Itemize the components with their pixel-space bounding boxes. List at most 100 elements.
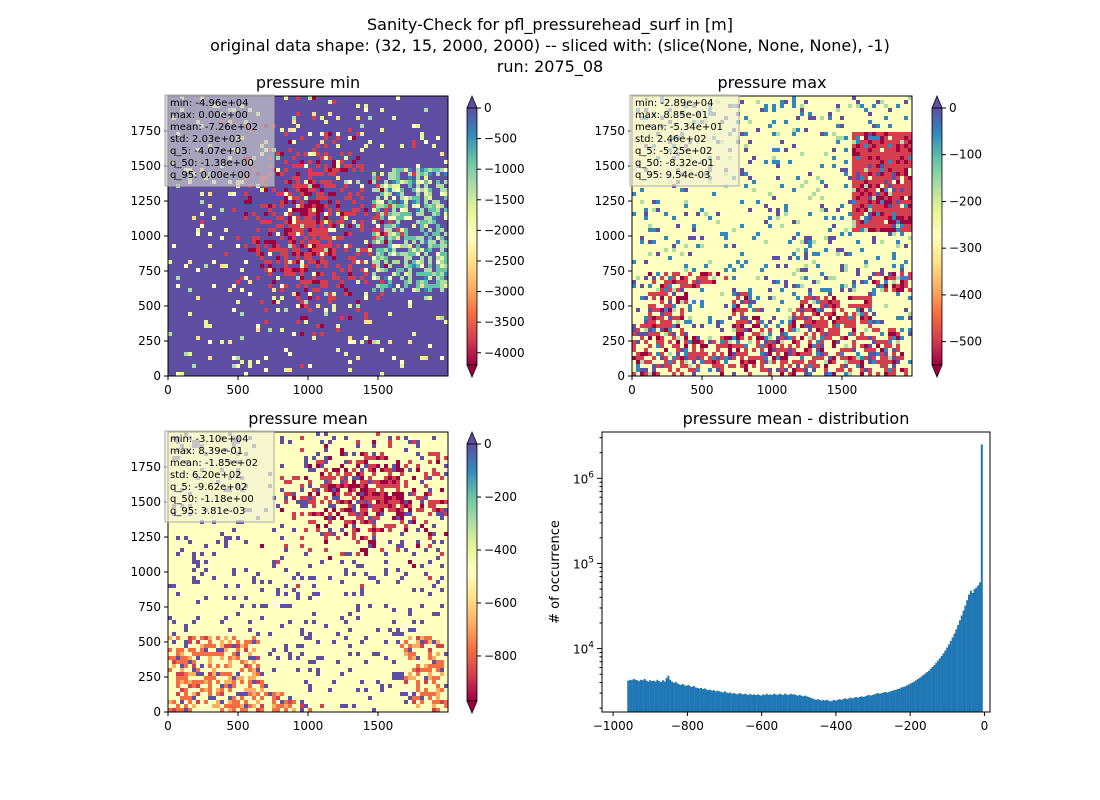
heatmap-cell bbox=[220, 312, 225, 317]
heatmap-cell bbox=[416, 272, 421, 277]
heatmap-cell bbox=[440, 172, 445, 177]
heatmap-cell bbox=[272, 220, 277, 225]
heatmap-cell bbox=[328, 276, 333, 281]
heatmap-cell bbox=[248, 292, 253, 297]
heatmap-cell bbox=[328, 324, 333, 329]
heatmap-cell bbox=[360, 296, 365, 301]
heatmap-cell bbox=[256, 340, 261, 345]
heatmap-cell bbox=[180, 212, 185, 217]
heatmap-cell bbox=[360, 176, 365, 181]
heatmap-cell bbox=[244, 232, 249, 237]
heatmap-cell bbox=[360, 132, 365, 137]
heatmap-cell bbox=[408, 188, 413, 193]
heatmap-cell bbox=[264, 192, 269, 197]
heatmap-cell bbox=[432, 324, 437, 329]
heatmap-cell bbox=[444, 136, 449, 141]
heatmap-cell bbox=[312, 224, 317, 229]
heatmap-cell bbox=[408, 360, 413, 365]
heatmap-cell bbox=[356, 172, 361, 177]
heatmap-cell bbox=[416, 320, 421, 325]
heatmap-cell bbox=[312, 288, 317, 293]
heatmap-cell bbox=[188, 312, 193, 317]
heatmap-cell bbox=[444, 248, 449, 253]
heatmap-cell bbox=[208, 300, 213, 305]
heatmap-cell bbox=[316, 288, 321, 293]
heatmap-cell bbox=[324, 348, 329, 353]
heatmap-cell bbox=[428, 112, 433, 117]
heatmap-cell bbox=[372, 336, 377, 341]
heatmap-cell bbox=[404, 304, 409, 309]
heatmap-cell bbox=[420, 220, 425, 225]
heatmap-cell bbox=[224, 268, 229, 273]
heatmap-cell bbox=[304, 96, 309, 101]
heatmap-cell bbox=[404, 148, 409, 153]
heatmap-cell bbox=[268, 224, 273, 229]
heatmap-cell bbox=[400, 140, 405, 145]
heatmap-cell bbox=[384, 128, 389, 133]
heatmap-cell bbox=[228, 328, 233, 333]
heatmap-cell bbox=[292, 184, 297, 189]
heatmap-cell bbox=[308, 144, 313, 149]
heatmap-cell bbox=[428, 136, 433, 141]
heatmap-cell bbox=[292, 104, 297, 109]
heatmap-cell bbox=[356, 312, 361, 317]
heatmap-cell bbox=[184, 268, 189, 273]
heatmap-cell bbox=[260, 260, 265, 265]
heatmap-cell bbox=[288, 184, 293, 189]
heatmap-cell bbox=[364, 220, 369, 225]
heatmap-cell bbox=[748, 96, 753, 101]
heatmap-cell bbox=[320, 148, 325, 153]
heatmap-cell bbox=[200, 352, 205, 357]
heatmap-cell bbox=[352, 148, 357, 153]
heatmap-cell bbox=[308, 268, 313, 273]
heatmap-cell bbox=[280, 300, 285, 305]
heatmap-cell bbox=[392, 140, 397, 145]
heatmap-cell bbox=[264, 200, 269, 205]
heatmap-cell bbox=[296, 204, 301, 209]
heatmap-cell bbox=[404, 272, 409, 277]
heatmap-cell bbox=[384, 120, 389, 125]
heatmap-cell bbox=[228, 264, 233, 269]
heatmap-cell bbox=[304, 112, 309, 117]
heatmap-cell bbox=[416, 356, 421, 361]
heatmap-cell bbox=[284, 172, 289, 177]
heatmap-cell bbox=[392, 308, 397, 313]
heatmap-cell bbox=[400, 236, 405, 241]
heatmap-cell bbox=[204, 308, 209, 313]
heatmap-cell bbox=[380, 340, 385, 345]
heatmap-cell bbox=[288, 136, 293, 141]
heatmap-cell bbox=[440, 288, 445, 293]
heatmap-cell bbox=[344, 348, 349, 353]
heatmap-cell bbox=[324, 300, 329, 305]
heatmap-cell bbox=[168, 256, 173, 261]
heatmap-cell bbox=[284, 220, 289, 225]
heatmap-cell bbox=[420, 264, 425, 269]
heatmap-cell bbox=[404, 220, 409, 225]
heatmap-cell bbox=[264, 236, 269, 241]
heatmap-cell bbox=[168, 344, 173, 349]
heatmap-cell bbox=[396, 312, 401, 317]
heatmap-cell bbox=[316, 332, 321, 337]
heatmap-cell bbox=[300, 108, 305, 113]
heatmap-cell bbox=[272, 240, 277, 245]
heatmap-cell bbox=[348, 172, 353, 177]
heatmap-cell bbox=[292, 116, 297, 121]
heatmap-cell bbox=[412, 140, 417, 145]
heatmap-cell bbox=[336, 128, 341, 133]
heatmap-cell bbox=[412, 352, 417, 357]
heatmap-cell bbox=[392, 232, 397, 237]
heatmap-cell bbox=[308, 220, 313, 225]
heatmap-cell bbox=[432, 336, 437, 341]
heatmap-cell bbox=[340, 168, 345, 173]
heatmap-cell bbox=[248, 264, 253, 269]
heatmap-cell bbox=[200, 332, 205, 337]
heatmap-cell bbox=[236, 276, 241, 281]
heatmap-cell bbox=[400, 252, 405, 257]
heatmap-cell bbox=[296, 240, 301, 245]
heatmap-cell bbox=[364, 124, 369, 129]
heatmap-cell bbox=[404, 348, 409, 353]
heatmap-cell bbox=[380, 224, 385, 229]
heatmap-cell bbox=[196, 348, 201, 353]
heatmap-cell bbox=[184, 244, 189, 249]
heatmap-cell bbox=[332, 240, 337, 245]
